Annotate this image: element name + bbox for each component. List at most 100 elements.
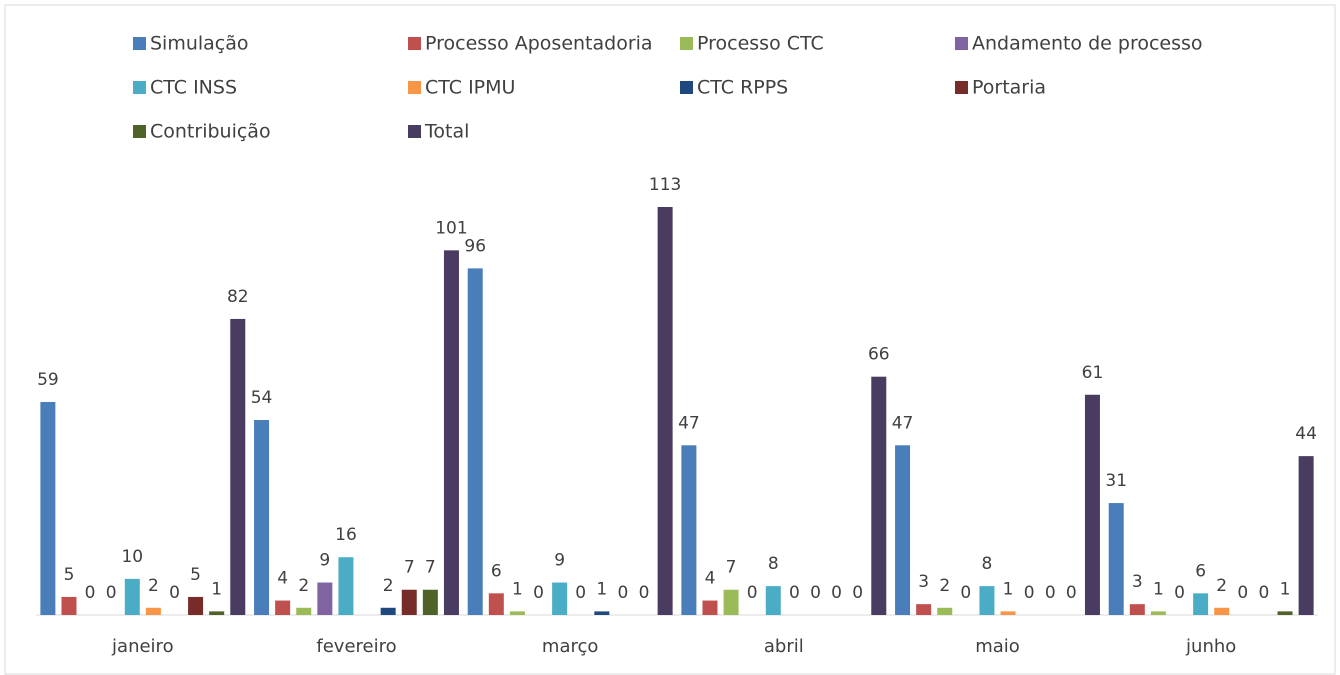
data-label: 2 xyxy=(148,576,159,596)
data-label: 16 xyxy=(335,525,357,545)
data-label: 9 xyxy=(554,551,565,571)
data-label: 0 xyxy=(747,583,758,603)
bar xyxy=(871,376,887,615)
data-label: 9 xyxy=(319,551,330,571)
bar xyxy=(552,582,568,615)
bar xyxy=(937,607,953,615)
bar xyxy=(594,611,610,615)
legend-label: CTC RPPS xyxy=(697,77,788,99)
data-label: 96 xyxy=(464,236,486,256)
data-label: 0 xyxy=(852,583,863,603)
data-label: 0 xyxy=(810,583,821,603)
data-label: 2 xyxy=(1216,576,1227,596)
bar xyxy=(979,586,995,615)
data-label: 0 xyxy=(789,583,800,603)
data-label: 5 xyxy=(190,565,201,585)
bar xyxy=(1129,604,1145,615)
x-tick-label: fevereiro xyxy=(316,636,396,657)
bar xyxy=(509,611,525,615)
data-label: 0 xyxy=(1174,583,1185,603)
data-label: 2 xyxy=(383,576,394,596)
data-label: 1 xyxy=(512,579,523,599)
data-label: 0 xyxy=(960,583,971,603)
data-label: 8 xyxy=(982,554,993,574)
bar xyxy=(895,445,911,615)
data-label: 10 xyxy=(121,547,143,567)
data-label: 7 xyxy=(404,558,415,578)
legend-swatch xyxy=(133,125,146,138)
data-label: 101 xyxy=(435,218,467,238)
data-label: 6 xyxy=(1195,561,1206,581)
bar xyxy=(488,593,504,615)
legend-label: Processo Aposentadoria xyxy=(425,33,653,55)
bar xyxy=(317,582,333,615)
bar xyxy=(1193,593,1209,615)
bar xyxy=(296,607,312,615)
legend-label: Simulação xyxy=(150,33,249,55)
bar xyxy=(765,586,781,615)
data-label: 0 xyxy=(1237,583,1248,603)
bar xyxy=(188,596,204,615)
data-label: 0 xyxy=(1045,583,1056,603)
legend-label: CTC INSS xyxy=(150,77,237,99)
data-label: 1 xyxy=(596,579,607,599)
bar xyxy=(61,596,77,615)
bar xyxy=(467,268,483,615)
legend-label: Portaria xyxy=(972,77,1046,99)
legend-label: Total xyxy=(424,121,469,143)
data-label: 0 xyxy=(169,583,180,603)
data-label: 8 xyxy=(768,554,779,574)
x-tick-label: abril xyxy=(764,636,804,657)
x-tick-label: março xyxy=(542,636,598,657)
bar xyxy=(338,557,354,615)
data-label: 0 xyxy=(85,583,96,603)
data-label: 1 xyxy=(1280,579,1291,599)
bar xyxy=(723,589,739,615)
data-label: 2 xyxy=(939,576,950,596)
data-label: 0 xyxy=(533,583,544,603)
bar xyxy=(40,401,56,615)
data-label: 1 xyxy=(1153,579,1164,599)
data-label: 4 xyxy=(705,569,716,589)
data-label: 0 xyxy=(1259,583,1270,603)
data-label: 3 xyxy=(918,572,929,592)
legend-swatch xyxy=(408,37,421,50)
data-label: 6 xyxy=(491,561,502,581)
bar xyxy=(209,611,225,615)
bar xyxy=(681,445,697,615)
x-tick-label: maio xyxy=(975,636,1020,657)
data-label: 82 xyxy=(227,287,249,307)
legend-swatch xyxy=(408,81,421,94)
bar xyxy=(1084,394,1100,615)
data-label: 61 xyxy=(1082,363,1104,383)
data-label: 4 xyxy=(277,569,288,589)
bar xyxy=(401,589,417,615)
data-label: 66 xyxy=(868,345,890,365)
data-label: 0 xyxy=(106,583,117,603)
bar xyxy=(702,600,718,615)
data-label: 1 xyxy=(1003,579,1014,599)
bar xyxy=(380,607,396,615)
legend-swatch xyxy=(955,37,968,50)
data-label: 44 xyxy=(1295,424,1317,444)
x-tick-label: junho xyxy=(1185,636,1236,657)
bar xyxy=(230,318,246,615)
legend-label: Processo CTC xyxy=(697,33,824,55)
bar xyxy=(422,589,438,615)
data-label: 3 xyxy=(1132,572,1143,592)
data-label: 1 xyxy=(211,579,222,599)
data-label: 0 xyxy=(618,583,629,603)
bar xyxy=(254,420,270,615)
legend-label: CTC IPMU xyxy=(425,77,515,99)
legend-swatch xyxy=(955,81,968,94)
bar xyxy=(916,604,932,615)
legend-swatch xyxy=(680,81,693,94)
data-label: 47 xyxy=(892,413,914,433)
legend-swatch xyxy=(408,125,421,138)
bar xyxy=(1150,611,1166,615)
data-label: 113 xyxy=(649,175,681,195)
bar xyxy=(1108,503,1124,615)
data-label: 0 xyxy=(831,583,842,603)
data-label: 0 xyxy=(639,583,650,603)
legend-swatch xyxy=(133,37,146,50)
